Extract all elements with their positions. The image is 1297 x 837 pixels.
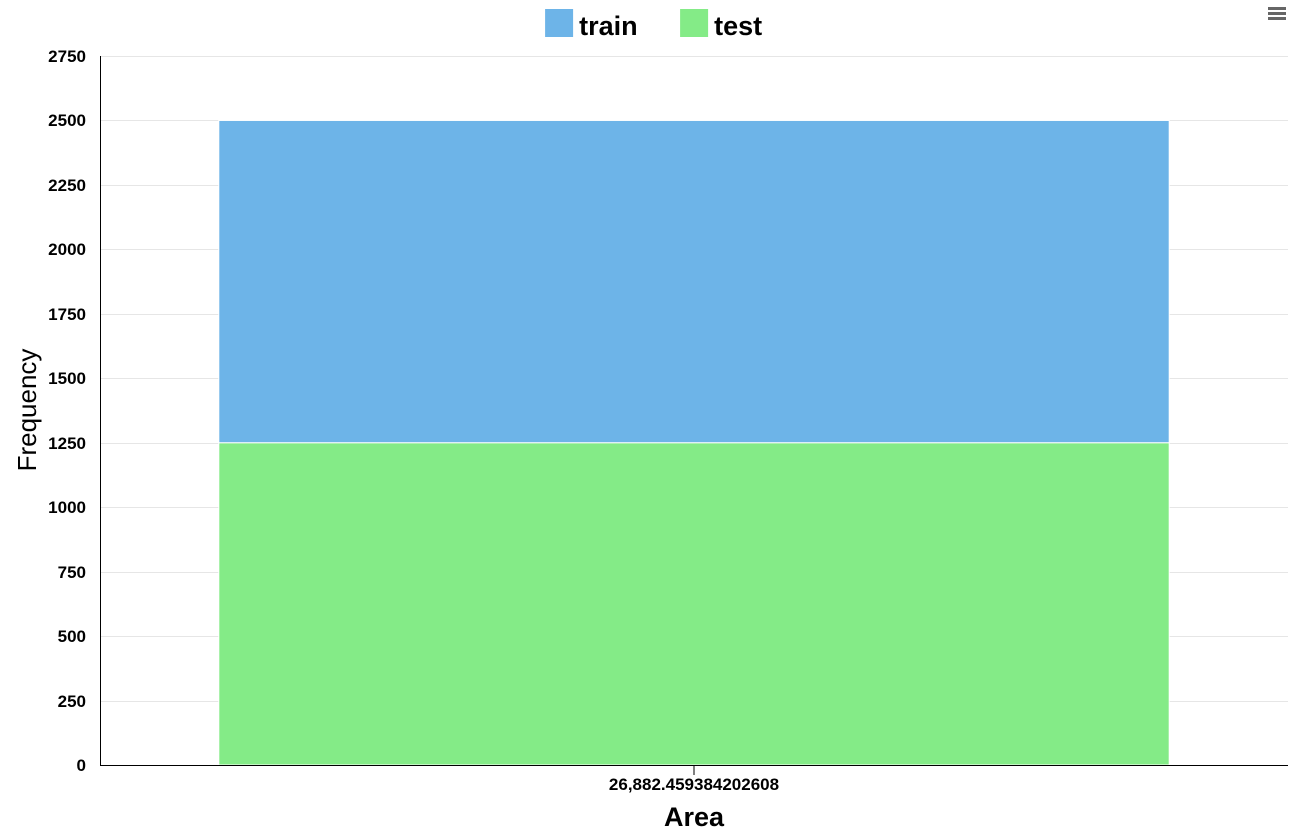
y-tick-label: 1750 bbox=[48, 305, 86, 324]
y-tick-label: 1500 bbox=[48, 369, 86, 388]
y-tick-label: 250 bbox=[58, 692, 86, 711]
legend: train test bbox=[545, 9, 762, 41]
y-tick-label: 500 bbox=[58, 627, 86, 646]
x-tick-label: 26,882.459384202608 bbox=[609, 775, 779, 794]
y-tick-label: 0 bbox=[77, 756, 86, 775]
legend-swatch bbox=[680, 9, 709, 37]
y-tick-label: 2000 bbox=[48, 240, 86, 259]
x-tick-labels: 26,882.459384202608 bbox=[609, 765, 779, 794]
legend-item-test[interactable]: test bbox=[680, 9, 762, 41]
y-tick-label: 2250 bbox=[48, 176, 86, 195]
legend-label: test bbox=[714, 11, 762, 41]
x-axis-title: Area bbox=[664, 802, 725, 832]
y-tick-label: 2500 bbox=[48, 111, 86, 130]
bars bbox=[218, 119, 1170, 766]
bar-train[interactable] bbox=[218, 119, 1170, 444]
y-tick-label: 2750 bbox=[48, 47, 86, 66]
bar-test[interactable] bbox=[218, 442, 1170, 766]
y-tick-label: 750 bbox=[58, 563, 86, 582]
y-tick-label: 1250 bbox=[48, 434, 86, 453]
legend-label: train bbox=[579, 11, 638, 41]
y-tick-label: 1000 bbox=[48, 498, 86, 517]
legend-swatch bbox=[545, 9, 574, 37]
hamburger-menu-icon[interactable] bbox=[1266, 4, 1288, 24]
y-tick-labels: 0 250 500 750 1000 1250 1500 1750 2000 2250 2500 27… bbox=[48, 47, 86, 775]
legend-item-train[interactable]: train bbox=[545, 9, 638, 41]
y-axis-title: Frequency bbox=[12, 349, 42, 472]
